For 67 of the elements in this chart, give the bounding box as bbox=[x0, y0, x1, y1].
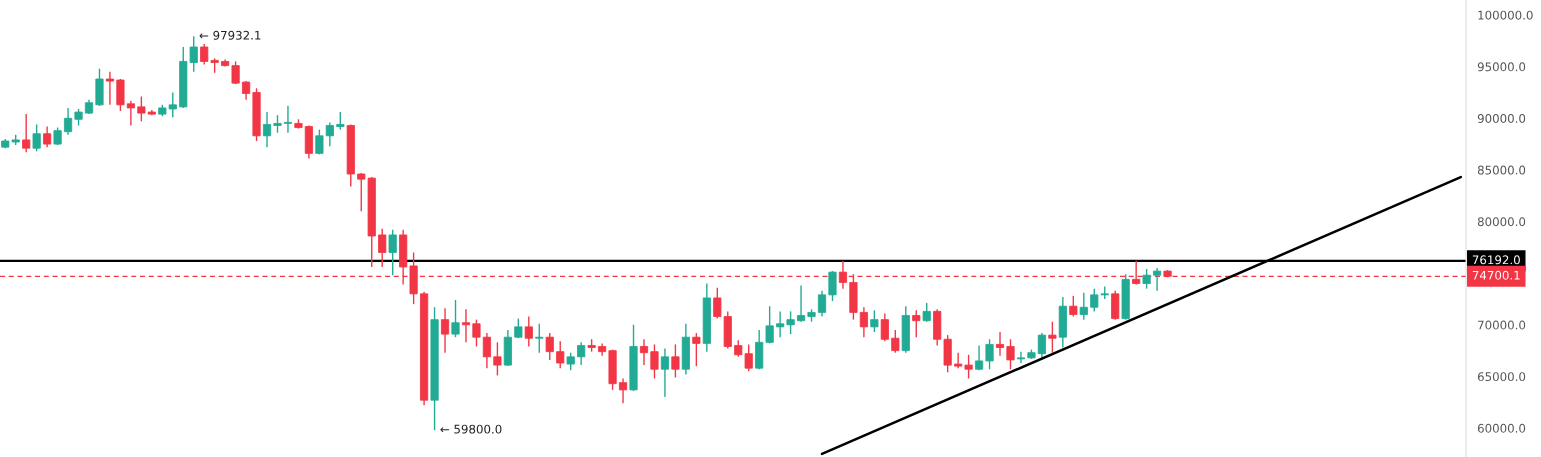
candlestick bbox=[535, 323, 544, 354]
candlestick bbox=[524, 315, 533, 348]
candlestick bbox=[32, 123, 41, 152]
candlestick bbox=[1006, 338, 1015, 370]
candlestick bbox=[325, 121, 334, 147]
candlestick bbox=[1079, 292, 1088, 321]
candlestick bbox=[660, 347, 670, 398]
candlestick bbox=[995, 331, 1005, 357]
candlestick bbox=[451, 299, 460, 338]
ref-line-label: 76192.0 bbox=[1472, 255, 1520, 265]
candlestick bbox=[126, 99, 135, 127]
candlestick bbox=[776, 310, 785, 338]
candlestick bbox=[796, 284, 806, 323]
candlestick bbox=[1153, 267, 1162, 292]
candlestick bbox=[639, 338, 649, 366]
candlestick bbox=[1048, 321, 1057, 354]
candlestick bbox=[828, 270, 837, 302]
candlestick bbox=[137, 95, 146, 123]
y-tick-label: 70000.0 bbox=[1478, 320, 1526, 330]
candlestick bbox=[241, 80, 251, 101]
candlestick bbox=[765, 305, 774, 345]
candlestick bbox=[262, 111, 272, 148]
candlestick bbox=[870, 309, 879, 333]
ref-line-label: 74700.1 bbox=[1472, 270, 1520, 280]
candlestick bbox=[315, 128, 324, 156]
candlestick bbox=[388, 229, 397, 276]
y-tick-label: 80000.0 bbox=[1477, 217, 1526, 227]
y-tick-label: 65000.0 bbox=[1477, 372, 1526, 382]
candlestick bbox=[891, 329, 900, 354]
candlestick bbox=[556, 340, 565, 369]
y-tick-label: 100000.0 bbox=[1478, 10, 1533, 20]
candlestick bbox=[786, 310, 795, 335]
candlestick bbox=[912, 309, 921, 338]
candlestick bbox=[859, 306, 868, 338]
candlestick bbox=[692, 332, 701, 367]
candlestick bbox=[1016, 350, 1026, 364]
candlestick bbox=[378, 228, 387, 268]
y-tick-label: 90000.0 bbox=[1477, 113, 1526, 123]
candlestick bbox=[985, 338, 994, 370]
candlestick bbox=[43, 125, 52, 148]
candlestick bbox=[650, 343, 659, 380]
candlestick bbox=[577, 341, 586, 366]
candlestick bbox=[105, 71, 115, 106]
candlestick bbox=[964, 354, 973, 380]
candlestick bbox=[817, 290, 827, 318]
candlestick bbox=[461, 308, 471, 344]
candlestick bbox=[880, 312, 889, 343]
candlestick bbox=[22, 113, 31, 154]
y-tick-label: 60000.0 bbox=[1477, 423, 1526, 433]
candlestick bbox=[1069, 295, 1078, 318]
candlestick bbox=[954, 351, 963, 369]
y-tick-label: 95000.0 bbox=[1477, 62, 1526, 72]
annotation: ← 97932.1 bbox=[199, 30, 261, 40]
y-tick-label: 85000.0 bbox=[1477, 165, 1526, 175]
candlestick bbox=[472, 318, 481, 348]
candlestick bbox=[482, 332, 492, 369]
candlestick bbox=[545, 332, 554, 361]
candlestick bbox=[63, 107, 73, 136]
candlestick bbox=[1142, 268, 1151, 290]
candlestick bbox=[440, 307, 450, 354]
candlestick bbox=[671, 343, 680, 379]
candlestick bbox=[283, 105, 293, 134]
candlestick bbox=[493, 341, 502, 377]
candlestick bbox=[618, 377, 628, 404]
candlestick bbox=[922, 302, 931, 323]
annotation: ← 59800.0 bbox=[440, 424, 502, 434]
candlestick bbox=[974, 344, 984, 371]
